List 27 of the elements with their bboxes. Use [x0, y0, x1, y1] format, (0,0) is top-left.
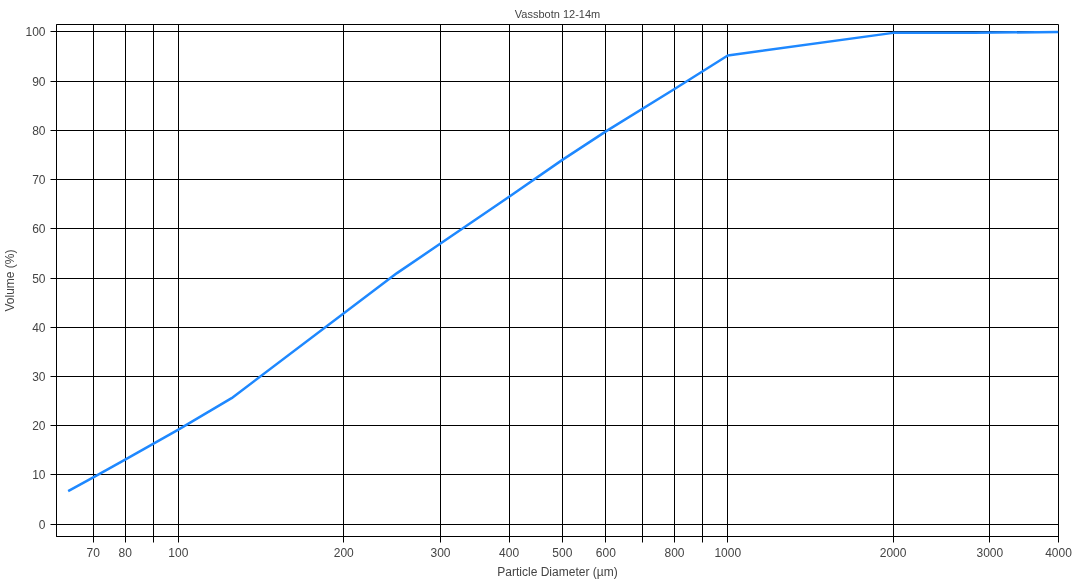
x-tick-label: 400 [499, 545, 520, 560]
y-tick-label: 90 [32, 74, 46, 89]
y-axis-title: Volume (%) [3, 249, 18, 312]
y-tick-label: 100 [25, 25, 46, 40]
y-tick-label: 50 [32, 271, 46, 286]
y-tick-label: 10 [32, 468, 46, 483]
y-tick-label: 60 [32, 222, 46, 237]
x-tick-label: 80 [118, 545, 133, 560]
y-tick-label: 80 [32, 123, 46, 138]
y-tick-label: 70 [32, 173, 46, 188]
x-tick-label: 100 [168, 545, 189, 560]
x-tick-label: 600 [595, 545, 617, 560]
y-tick-label: 0 [38, 517, 46, 532]
y-tick-label: 40 [32, 320, 46, 335]
x-tick-label: 800 [664, 545, 685, 560]
chart-title: Vassbotn 12-14m [514, 7, 601, 20]
x-tick-label: 2000 [879, 545, 907, 560]
x-tick-label: 4000 [1045, 545, 1073, 560]
x-axis-title: Particle Diameter (µm) [497, 564, 618, 579]
x-tick-label: 300 [430, 545, 451, 560]
x-tick-label: 1000 [714, 545, 742, 560]
x-tick-label: 70 [86, 545, 101, 560]
y-tick-label: 30 [32, 370, 46, 384]
x-tick-label: 3000 [976, 545, 1004, 560]
y-tick-label: 20 [32, 419, 46, 434]
x-tick-label: 500 [552, 545, 573, 560]
x-tick-label: 200 [333, 545, 355, 560]
